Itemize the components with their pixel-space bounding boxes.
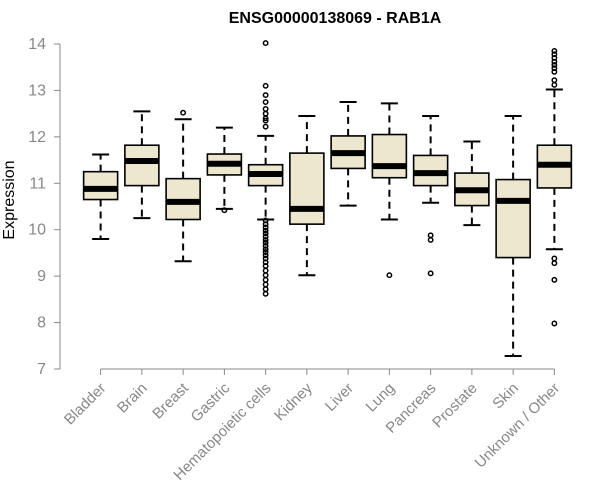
outlier-point xyxy=(262,239,269,246)
outlier-point xyxy=(262,249,269,255)
outlier-point xyxy=(262,40,269,47)
outlier-point xyxy=(551,255,558,262)
outlier-point xyxy=(427,232,434,239)
outlier-point xyxy=(262,221,269,228)
box-gastric xyxy=(206,126,243,214)
outlier-point xyxy=(262,290,269,297)
outlier-point xyxy=(262,106,269,112)
y-axis-label: Expression xyxy=(1,160,18,239)
box-brain xyxy=(124,110,160,220)
x-tick-label: Kidney xyxy=(271,379,316,424)
box-body xyxy=(82,170,119,201)
outlier-point xyxy=(386,272,393,279)
outlier-point xyxy=(262,276,269,283)
outlier-point xyxy=(262,286,269,293)
box-liver xyxy=(330,101,366,207)
outlier-point xyxy=(262,123,269,130)
outlier-point xyxy=(262,99,269,105)
outlier-point xyxy=(262,115,269,122)
box-skin xyxy=(495,114,531,357)
box-kidney xyxy=(289,114,325,277)
outlier-point xyxy=(262,233,269,240)
outlier-point xyxy=(427,236,434,243)
box-pancreas xyxy=(412,114,449,277)
y-tick-label: 13 xyxy=(28,82,46,99)
y-tick-label: 10 xyxy=(28,222,46,239)
outlier-point xyxy=(427,270,434,277)
outlier-point xyxy=(551,320,558,327)
outlier-point xyxy=(551,77,558,84)
box-body xyxy=(124,144,160,187)
box-unknown-other xyxy=(536,48,573,327)
outlier-point xyxy=(551,81,558,88)
x-tick-label: Lung xyxy=(363,380,399,416)
outlier-point xyxy=(262,272,269,279)
outlier-point xyxy=(551,260,558,267)
x-tick-label: Prostate xyxy=(429,380,481,432)
box-bladder xyxy=(82,153,119,240)
box-prostate xyxy=(454,140,490,227)
box-lung xyxy=(371,102,408,279)
outlier-point xyxy=(221,207,228,214)
y-axis: 7 8 9 10 11 12 13 14 xyxy=(28,36,61,378)
outlier-point xyxy=(262,252,269,259)
x-tick-label: Breast xyxy=(149,379,192,422)
y-tick-label: 11 xyxy=(29,175,46,192)
outlier-point xyxy=(551,58,558,65)
y-tick-label: 8 xyxy=(37,315,46,332)
x-tick-label: Liver xyxy=(322,380,357,415)
outlier-point xyxy=(262,246,269,253)
y-tick-label: 7 xyxy=(37,361,46,378)
box-breast xyxy=(165,109,201,263)
outlier-point xyxy=(551,68,558,75)
outlier-point xyxy=(262,230,269,237)
outlier-point xyxy=(262,224,269,231)
outlier-point xyxy=(262,267,269,274)
boxes xyxy=(82,40,573,357)
box-body xyxy=(371,133,408,179)
x-tick-label: Skin xyxy=(489,380,522,413)
outlier-point xyxy=(262,110,269,117)
outlier-point xyxy=(262,262,269,269)
outlier-point xyxy=(551,61,558,68)
outlier-point xyxy=(262,117,269,124)
box-body xyxy=(289,152,325,225)
outlier-point xyxy=(262,227,269,234)
x-tick-label: Brain xyxy=(114,380,151,417)
outlier-point xyxy=(262,236,269,243)
y-tick-label: 14 xyxy=(28,36,46,53)
outlier-point xyxy=(262,243,269,249)
outlier-point xyxy=(551,48,558,54)
outlier-point xyxy=(262,82,269,89)
x-tick-label: Bladder xyxy=(61,380,110,429)
y-tick-label: 9 xyxy=(37,268,46,285)
y-tick-label: 12 xyxy=(28,129,46,146)
outlier-point xyxy=(262,281,269,288)
outlier-point xyxy=(180,109,187,116)
outlier-point xyxy=(262,92,269,99)
box-body xyxy=(495,178,531,259)
chart-title: ENSG00000138069 - RAB1A xyxy=(229,10,442,27)
box-hematopoietic-cells xyxy=(247,40,284,297)
outlier-point xyxy=(551,276,558,283)
